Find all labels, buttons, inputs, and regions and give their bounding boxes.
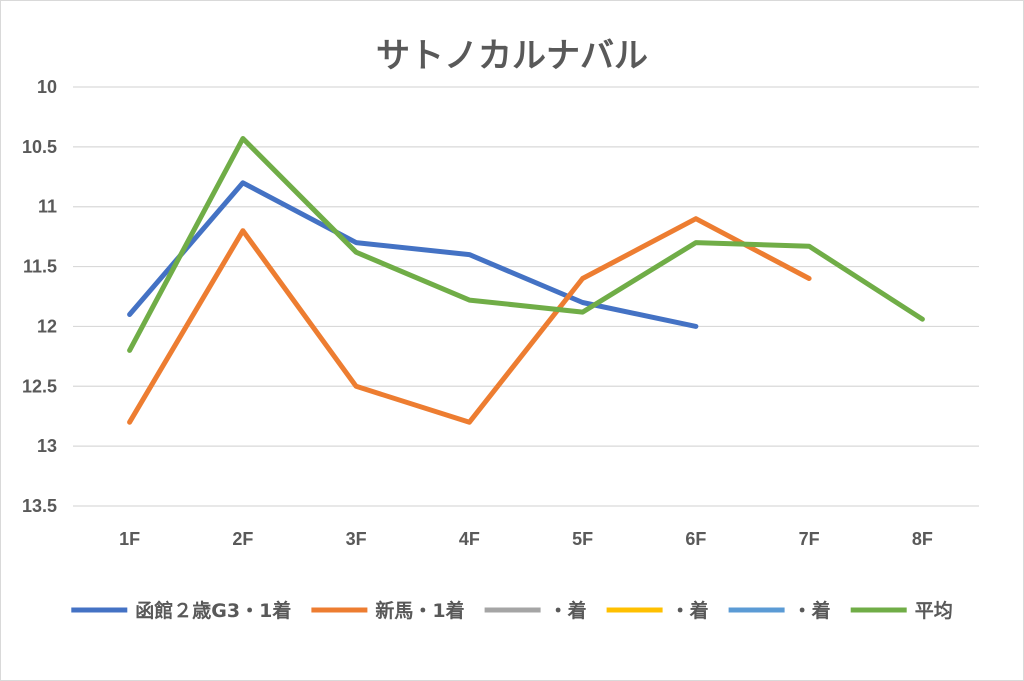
y-tick-label: 10 bbox=[37, 77, 57, 97]
series-line-1 bbox=[127, 216, 812, 425]
y-tick-label: 12.5 bbox=[22, 376, 57, 396]
y-tick-label: 10.5 bbox=[22, 137, 57, 157]
legend-entry-4[interactable]: ・着 bbox=[728, 599, 831, 622]
series-line-0 bbox=[127, 180, 699, 329]
y-tick-label: 11 bbox=[38, 197, 57, 217]
x-axis-tick-labels: 1F 2F 3F 4F 5F 6F 7F 8F bbox=[119, 529, 933, 549]
x-tick-label: 1F bbox=[119, 529, 140, 549]
legend-label: 函館２歳G3・1着 bbox=[135, 599, 291, 622]
legend-entry-2[interactable]: ・着 bbox=[484, 599, 587, 622]
legend-entry-5[interactable]: 平均 bbox=[850, 599, 953, 622]
chart-title: サトノカルナバル bbox=[376, 36, 648, 76]
series-line-5 bbox=[127, 136, 925, 353]
y-tick-label: 13.5 bbox=[22, 496, 57, 516]
legend-label: 新馬・1着 bbox=[375, 599, 464, 622]
y-tick-label: 13 bbox=[37, 436, 57, 456]
legend-entry-1[interactable]: 新馬・1着 bbox=[311, 599, 465, 622]
x-tick-label: 4F bbox=[459, 529, 480, 549]
legend[interactable]: 函館２歳G3・1着 新馬・1着 ・着 ・着 ・着 平均 bbox=[71, 599, 953, 622]
legend-label: 平均 bbox=[915, 599, 953, 622]
legend-label: ・着 bbox=[793, 599, 831, 622]
x-tick-label: 7F bbox=[799, 529, 820, 549]
x-tick-label: 2F bbox=[232, 529, 253, 549]
x-tick-label: 3F bbox=[346, 529, 367, 549]
legend-label: ・着 bbox=[549, 599, 587, 622]
x-tick-label: 6F bbox=[685, 529, 706, 549]
legend-entry-3[interactable]: ・着 bbox=[606, 599, 709, 622]
x-tick-label: 8F bbox=[912, 529, 933, 549]
gridlines bbox=[73, 86, 979, 507]
legend-entry-0[interactable]: 函館２歳G3・1着 bbox=[71, 599, 291, 622]
legend-label: ・着 bbox=[671, 599, 709, 622]
y-tick-label: 11.5 bbox=[23, 257, 57, 277]
y-tick-label: 12 bbox=[37, 316, 57, 336]
series-lines bbox=[127, 136, 925, 425]
x-tick-label: 5F bbox=[572, 529, 593, 549]
y-axis-tick-labels: 10 10.5 11 11.5 12 12.5 13 13.5 bbox=[22, 77, 57, 516]
